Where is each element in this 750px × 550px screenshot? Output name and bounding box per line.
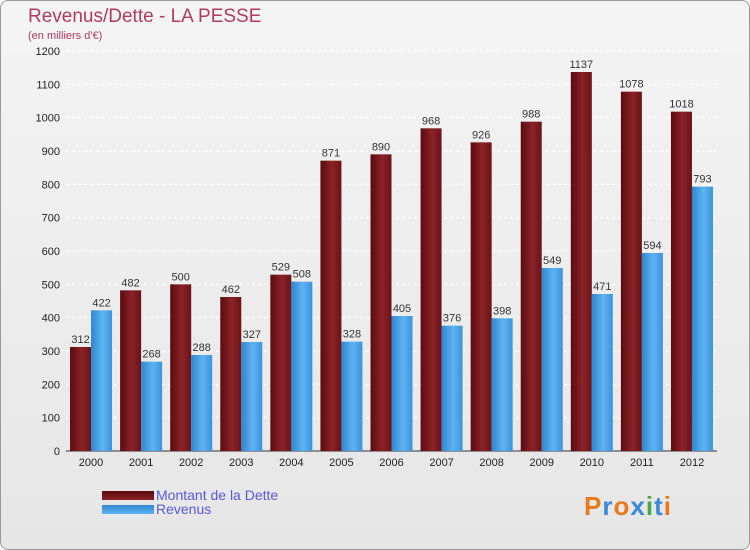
chart-title: Revenus/Dette - LA PESSE: [28, 6, 262, 27]
bar-revenue: [91, 310, 113, 451]
bar-revenue: [341, 341, 363, 451]
y-tick-label: 100: [42, 413, 60, 425]
y-tick-label: 900: [42, 146, 60, 158]
bar-revenue: [641, 253, 663, 451]
bar-debt: [420, 128, 442, 451]
data-label-revenue: 422: [92, 297, 110, 309]
bar-revenue: [241, 342, 263, 451]
x-tick-label: 2007: [429, 457, 453, 469]
x-tick-label: 2002: [179, 457, 203, 469]
data-label-debt: 871: [322, 148, 340, 160]
y-tick-label: 1200: [36, 46, 60, 58]
data-label-revenue: 268: [142, 349, 160, 361]
x-tick-label: 2004: [279, 457, 303, 469]
data-label-debt: 890: [372, 141, 390, 153]
y-tick-label: 200: [42, 379, 60, 391]
bar-revenue: [541, 268, 563, 451]
data-label-revenue: 508: [293, 269, 311, 281]
legend-label-debt: Montant de la Dette: [156, 487, 279, 503]
data-label-revenue: 471: [593, 281, 611, 293]
bar-debt: [320, 160, 342, 451]
logo-letter: P: [584, 491, 603, 521]
data-label-revenue: 288: [193, 342, 211, 354]
bar-debt: [70, 347, 92, 451]
x-tick-label: 2006: [379, 457, 403, 469]
bar-revenue: [491, 318, 513, 451]
data-label-revenue: 549: [543, 255, 561, 267]
data-label-revenue: 594: [643, 240, 661, 252]
logo-letter: o: [613, 491, 631, 521]
data-label-debt: 312: [71, 334, 89, 346]
y-tick-label: 1100: [36, 79, 60, 91]
data-label-debt: 988: [522, 109, 540, 121]
bar-debt: [520, 121, 542, 452]
x-tick-label: 2003: [229, 457, 253, 469]
data-label-debt: 968: [422, 115, 440, 127]
bar-debt: [120, 290, 142, 451]
logo-letter: i: [645, 491, 655, 521]
bar-debt: [470, 142, 492, 452]
bar-debt: [270, 274, 292, 451]
data-label-revenue: 398: [493, 305, 511, 317]
data-label-revenue: 793: [693, 174, 711, 186]
bar-debt: [170, 284, 192, 451]
x-tick-label: 2010: [580, 457, 604, 469]
y-tick-label: 400: [42, 313, 60, 325]
logo-letter: r: [602, 491, 614, 521]
logo-letter: x: [630, 491, 646, 521]
bar-revenue: [191, 355, 213, 451]
bar-revenue: [441, 325, 463, 451]
y-tick-label: 600: [42, 246, 60, 258]
bars: [70, 72, 713, 452]
x-tick-label: 2001: [129, 457, 153, 469]
logo-letter: t: [654, 491, 664, 521]
bar-revenue: [691, 186, 713, 451]
bar-debt: [220, 297, 242, 451]
bar-revenue: [291, 281, 313, 451]
data-label-debt: 482: [121, 277, 139, 289]
y-tick-label: 700: [42, 213, 60, 225]
bar-debt: [570, 72, 592, 451]
bar-debt: [620, 91, 642, 452]
data-label-debt: 462: [222, 284, 240, 296]
data-label-debt: 1137: [569, 59, 593, 71]
x-tick-label: 2009: [529, 457, 553, 469]
bar-debt: [670, 111, 692, 452]
data-label-revenue: 327: [243, 329, 261, 341]
x-tick-label: 2000: [79, 457, 103, 469]
data-label-revenue: 376: [443, 313, 461, 325]
x-tick-label: 2005: [329, 457, 353, 469]
legend-label-revenue: Revenus: [156, 501, 212, 517]
bar-revenue: [141, 361, 163, 451]
logo-letter: i: [663, 491, 672, 521]
y-tick-label: 1000: [36, 113, 60, 125]
legend-swatch-debt: [102, 491, 154, 500]
x-tick-label: 2012: [680, 457, 704, 469]
y-axis-ticks: 0 100 200 300 400 500 600 700 800 900 1000 1100 1200: [36, 46, 60, 458]
bar-revenue: [391, 316, 413, 451]
data-label-revenue: 405: [393, 303, 411, 315]
bar-debt: [370, 154, 392, 452]
data-label-debt: 500: [172, 271, 190, 283]
chart-subtitle: (en milliers d'€): [28, 30, 103, 42]
data-label-debt: 926: [472, 129, 490, 141]
y-tick-label: 500: [42, 279, 60, 291]
y-tick-label: 800: [42, 179, 60, 191]
x-tick-label: 2011: [630, 457, 654, 469]
proxiti-logo: Proxiti: [584, 491, 672, 522]
data-label-debt: 529: [272, 262, 290, 274]
data-label-debt: 1018: [669, 99, 693, 111]
y-tick-label: 0: [54, 446, 60, 458]
data-label-revenue: 328: [343, 329, 361, 341]
x-axis-ticks: 2000 2001 2002 2003 2004 2005 2006 2007 2008 2009…: [79, 457, 704, 469]
bar-revenue: [591, 294, 613, 451]
data-label-debt: 1078: [619, 79, 643, 91]
x-tick-label: 2008: [479, 457, 503, 469]
legend-swatch-revenue: [102, 505, 154, 514]
y-tick-label: 300: [42, 346, 60, 358]
